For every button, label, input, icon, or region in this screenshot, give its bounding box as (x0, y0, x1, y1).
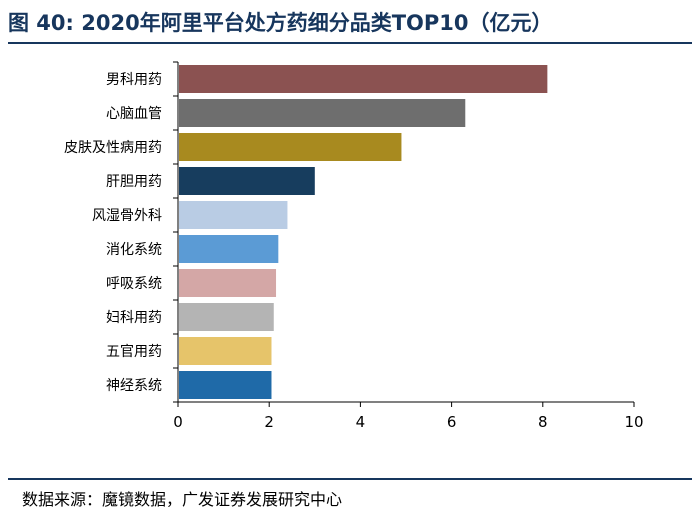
bar (179, 201, 288, 229)
x-tick-label: 2 (264, 413, 274, 431)
bar (179, 65, 548, 93)
source-note: 数据来源：魔镜数据，广发证券发展研究中心 (22, 490, 343, 509)
category-label: 风湿骨外科 (92, 208, 162, 224)
category-label: 肝胆用药 (106, 174, 162, 190)
category-label: 妇科用药 (106, 309, 162, 326)
bar (179, 269, 277, 297)
bar (179, 303, 274, 331)
chart-title: 图 40: 2020年阿里平台处方药细分品类TOP10（亿元） (8, 11, 553, 35)
plot-area: 男科用药心脑血管皮肤及性病用药肝胆用药风湿骨外科消化系统呼吸系统妇科用药五官用药… (64, 61, 644, 431)
category-label: 五官用药 (106, 344, 162, 360)
category-label: 神经系统 (106, 378, 162, 394)
category-label: 男科用药 (106, 72, 162, 88)
bar (179, 337, 272, 365)
x-tick-label: 6 (447, 413, 457, 431)
source-divider (8, 478, 692, 480)
bar (179, 235, 279, 263)
x-tick-label: 0 (173, 413, 183, 431)
bar (179, 99, 466, 127)
category-label: 皮肤及性病用药 (64, 140, 162, 156)
x-tick-label: 4 (356, 413, 366, 431)
bar (179, 133, 402, 161)
category-label: 心脑血管 (106, 106, 162, 122)
category-label: 消化系统 (106, 242, 162, 258)
bar (179, 371, 272, 399)
x-tick-label: 10 (624, 413, 643, 431)
x-tick-label: 8 (538, 413, 548, 431)
bar (179, 167, 315, 195)
bar-chart: 男科用药心脑血管皮肤及性病用药肝胆用药风湿骨外科消化系统呼吸系统妇科用药五官用药… (64, 61, 644, 431)
title-divider (8, 42, 692, 44)
category-label: 呼吸系统 (106, 276, 162, 292)
